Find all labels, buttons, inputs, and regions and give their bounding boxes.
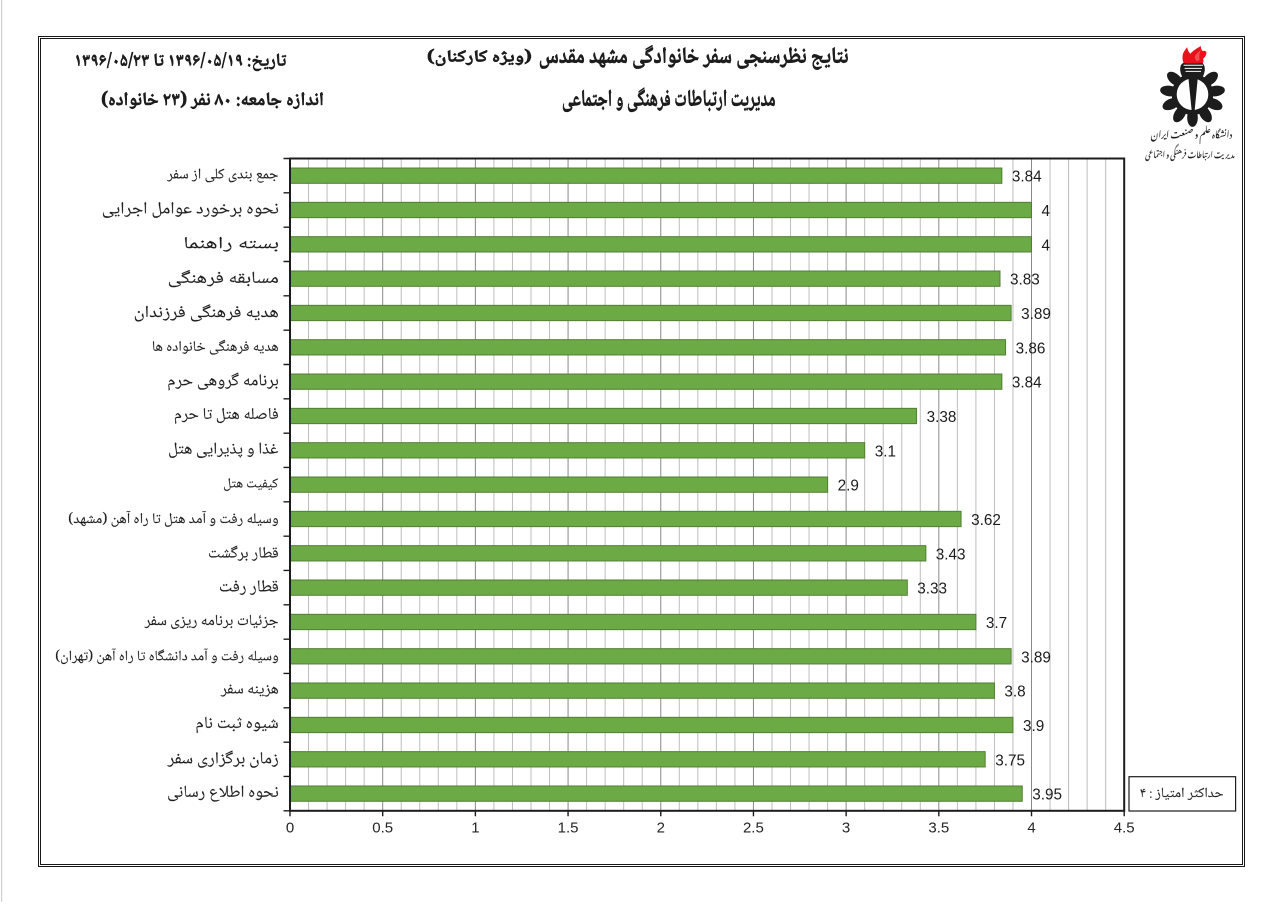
svg-text:3.1: 3.1 bbox=[875, 443, 896, 460]
svg-text:3.7: 3.7 bbox=[986, 615, 1007, 632]
svg-text:3.83: 3.83 bbox=[1010, 272, 1040, 289]
svg-text:2.9: 2.9 bbox=[838, 478, 859, 495]
svg-text:4: 4 bbox=[1027, 820, 1035, 837]
svg-text:3.5: 3.5 bbox=[928, 820, 949, 837]
svg-text:4: 4 bbox=[1042, 237, 1051, 254]
svg-text:3.95: 3.95 bbox=[1032, 787, 1062, 804]
svg-text:3.84: 3.84 bbox=[1012, 375, 1042, 392]
svg-text:0: 0 bbox=[286, 820, 294, 837]
svg-text:3.33: 3.33 bbox=[917, 581, 947, 598]
svg-text:3.84: 3.84 bbox=[1012, 169, 1042, 186]
svg-text:1: 1 bbox=[471, 820, 479, 837]
svg-text:3.62: 3.62 bbox=[971, 512, 1001, 529]
svg-text:4.5: 4.5 bbox=[1114, 820, 1135, 837]
svg-text:3.9: 3.9 bbox=[1023, 718, 1044, 735]
svg-text:3.8: 3.8 bbox=[1004, 684, 1025, 701]
svg-text:3.38: 3.38 bbox=[927, 409, 957, 426]
svg-text:3.89: 3.89 bbox=[1021, 649, 1051, 666]
svg-text:1.5: 1.5 bbox=[558, 820, 579, 837]
svg-text:3.86: 3.86 bbox=[1016, 340, 1046, 357]
svg-text:2.5: 2.5 bbox=[743, 820, 764, 837]
svg-text:0.5: 0.5 bbox=[372, 820, 393, 837]
svg-text:3.89: 3.89 bbox=[1021, 306, 1051, 323]
svg-text:3.43: 3.43 bbox=[936, 546, 966, 563]
svg-text:4: 4 bbox=[1042, 203, 1051, 220]
svg-text:3.75: 3.75 bbox=[995, 752, 1025, 769]
svg-text:3: 3 bbox=[842, 820, 850, 837]
svg-text:2: 2 bbox=[657, 820, 665, 837]
